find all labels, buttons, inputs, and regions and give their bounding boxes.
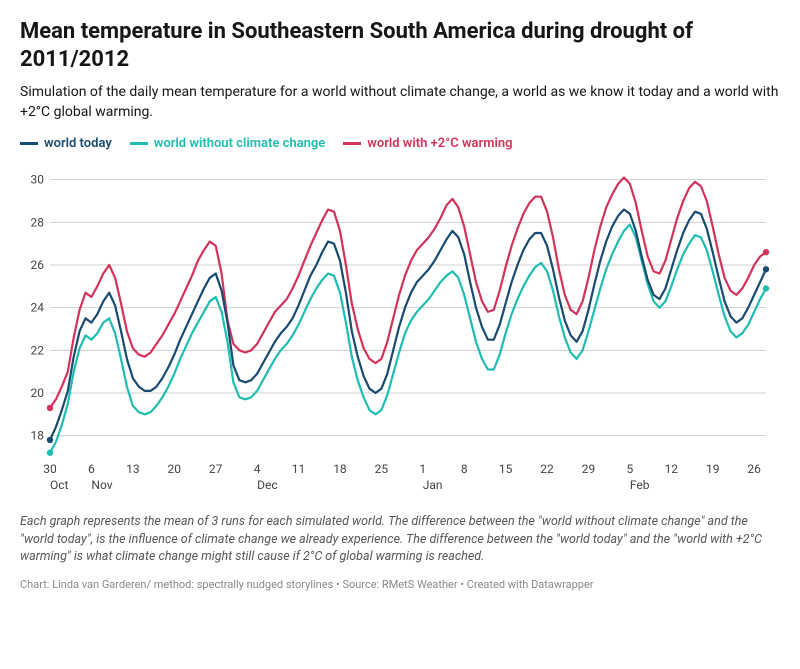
legend-label: world today bbox=[44, 136, 112, 151]
series-plus2 bbox=[50, 178, 766, 408]
chart-subtitle: Simulation of the daily mean temperature… bbox=[20, 83, 780, 122]
y-tick-label: 22 bbox=[31, 344, 45, 358]
line-chart: 1820222426283030613202741118251815222951… bbox=[20, 161, 780, 501]
x-month-label: Dec bbox=[257, 478, 278, 492]
x-tick-label: 27 bbox=[209, 462, 223, 476]
legend-label: world with +2°C warming bbox=[367, 136, 512, 151]
legend-swatch bbox=[130, 142, 148, 145]
x-tick-label: 29 bbox=[582, 462, 596, 476]
x-tick-label: 26 bbox=[747, 462, 761, 476]
x-month-label: Nov bbox=[91, 478, 112, 492]
start-dot-no_cc bbox=[47, 450, 53, 456]
chart-credit: Chart: Linda van Garderen/ method: spect… bbox=[20, 578, 780, 591]
y-tick-label: 30 bbox=[31, 173, 45, 187]
legend-item-plus2: world with +2°C warming bbox=[343, 136, 512, 151]
legend-label: world without climate change bbox=[154, 136, 325, 151]
x-tick-label: 12 bbox=[665, 462, 679, 476]
y-tick-label: 20 bbox=[31, 386, 45, 400]
x-tick-label: 8 bbox=[461, 462, 468, 476]
start-dot-plus2 bbox=[47, 405, 53, 411]
start-dot-today bbox=[47, 437, 53, 443]
legend: world today world without climate change w… bbox=[20, 136, 780, 151]
x-tick-label: 6 bbox=[88, 462, 95, 476]
end-dot-plus2 bbox=[763, 249, 769, 255]
y-tick-label: 18 bbox=[31, 429, 45, 443]
end-dot-today bbox=[763, 266, 769, 272]
x-tick-label: 15 bbox=[499, 462, 513, 476]
x-month-label: Jan bbox=[423, 478, 443, 492]
x-month-label: Feb bbox=[630, 478, 650, 492]
x-tick-label: 18 bbox=[333, 462, 347, 476]
x-tick-label: 4 bbox=[254, 462, 261, 476]
x-tick-label: 22 bbox=[540, 462, 554, 476]
x-tick-label: 20 bbox=[168, 462, 182, 476]
y-tick-label: 28 bbox=[31, 216, 45, 230]
chart-notes: Each graph represents the mean of 3 runs… bbox=[20, 513, 780, 566]
y-tick-label: 24 bbox=[31, 301, 45, 315]
x-tick-label: 19 bbox=[706, 462, 720, 476]
chart-area: 1820222426283030613202741118251815222951… bbox=[20, 161, 780, 501]
x-tick-label: 5 bbox=[627, 462, 634, 476]
end-dot-no_cc bbox=[763, 285, 769, 291]
legend-item-no_cc: world without climate change bbox=[130, 136, 325, 151]
legend-item-today: world today bbox=[20, 136, 112, 151]
x-tick-label: 30 bbox=[43, 462, 57, 476]
chart-title: Mean temperature in Southeastern South A… bbox=[20, 18, 780, 73]
legend-swatch bbox=[20, 142, 38, 145]
series-no_cc bbox=[50, 225, 766, 453]
x-tick-label: 11 bbox=[292, 462, 306, 476]
x-tick-label: 1 bbox=[419, 462, 426, 476]
legend-swatch bbox=[343, 142, 361, 145]
x-tick-label: 13 bbox=[126, 462, 140, 476]
x-tick-label: 25 bbox=[375, 462, 389, 476]
y-tick-label: 26 bbox=[31, 258, 45, 272]
x-axis: 3061320274111825181522295121926 bbox=[43, 462, 761, 476]
x-month-label: Oct bbox=[50, 478, 69, 492]
